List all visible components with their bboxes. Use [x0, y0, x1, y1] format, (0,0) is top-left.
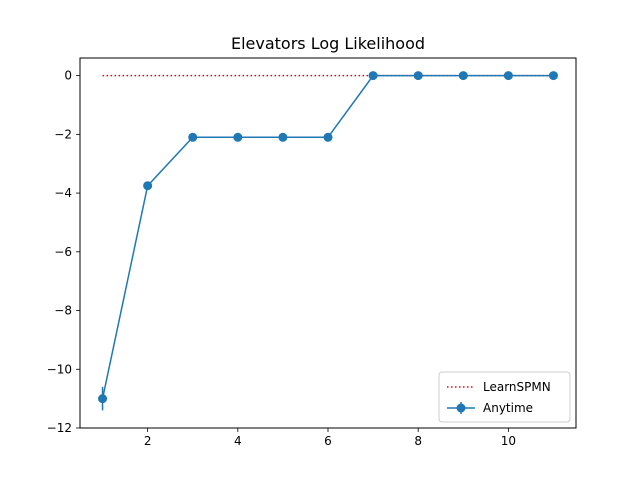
plot-area [98, 71, 558, 411]
chart-title: Elevators Log Likelihood [231, 34, 425, 53]
y-tick-label: −12 [47, 421, 72, 435]
data-point-anytime [98, 394, 108, 404]
data-point-anytime [323, 132, 333, 142]
data-point-anytime [188, 132, 198, 142]
data-point-anytime [458, 71, 468, 81]
data-point-anytime [548, 71, 558, 81]
data-point-anytime [233, 132, 243, 142]
data-point-anytime [368, 71, 378, 81]
data-point-anytime [503, 71, 513, 81]
y-tick-label: −6 [54, 245, 72, 259]
data-point-anytime [278, 132, 288, 142]
y-tick-label: 0 [64, 69, 72, 83]
x-tick-label: 10 [501, 434, 516, 448]
y-axis: 0 −2 −4 −6 −8 −10 −12 [47, 69, 80, 435]
x-tick-label: 8 [414, 434, 422, 448]
x-tick-label: 6 [324, 434, 332, 448]
legend: LearnSPMN Anytime [438, 371, 571, 423]
x-tick-label: 2 [144, 434, 152, 448]
x-axis: 2 4 6 8 10 [144, 428, 516, 448]
y-tick-label: −2 [54, 127, 72, 141]
data-point-anytime [413, 71, 423, 81]
legend-label-anytime: Anytime [483, 401, 533, 415]
y-tick-label: −8 [54, 304, 72, 318]
x-tick-label: 4 [234, 434, 242, 448]
y-tick-label: −10 [47, 362, 72, 376]
data-point-anytime [143, 181, 153, 191]
legend-marker-anytime [456, 403, 466, 413]
legend-label-learnspmn: LearnSPMN [483, 380, 551, 394]
y-tick-label: −4 [54, 186, 72, 200]
legend-box [438, 371, 571, 423]
